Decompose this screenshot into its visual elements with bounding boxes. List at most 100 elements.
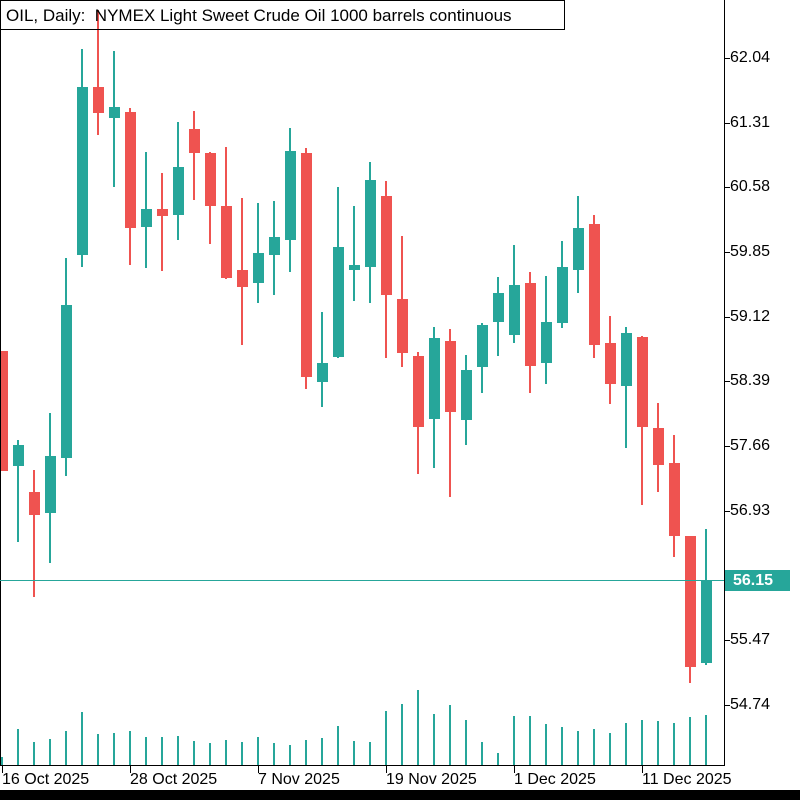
- price-tick: [724, 122, 730, 124]
- date-tick: [258, 766, 259, 773]
- date-tick: [642, 766, 643, 773]
- price-tick: [724, 316, 730, 318]
- candle-body: [477, 324, 488, 368]
- volume-bar: [641, 720, 643, 765]
- candle-body: [141, 208, 152, 228]
- volume-bar: [609, 733, 611, 765]
- volume-bar: [321, 738, 323, 765]
- volume-bar: [561, 727, 563, 765]
- volume-bar: [337, 726, 339, 765]
- candle-wick: [33, 470, 35, 597]
- volume-bar: [353, 741, 355, 765]
- price-tick-label: 58.39: [730, 372, 771, 390]
- volume-bar: [289, 745, 291, 765]
- candle-body: [701, 579, 712, 664]
- volume-bar: [689, 717, 691, 765]
- candle-body: [61, 305, 72, 458]
- candle-body: [365, 180, 376, 268]
- volume-bar: [385, 711, 387, 765]
- candle-body: [285, 151, 296, 240]
- candle-wick: [161, 173, 163, 271]
- candle-body: [381, 196, 392, 296]
- date-tick-label: 28 Oct 2025: [130, 771, 218, 788]
- volume-bar: [209, 743, 211, 765]
- price-tick: [724, 252, 730, 253]
- price-tick: [724, 381, 730, 383]
- candle-body: [29, 492, 40, 516]
- volume-bar: [673, 723, 675, 765]
- volume-bar: [177, 736, 179, 765]
- volume-bar: [705, 715, 707, 765]
- candle-body: [621, 332, 632, 386]
- candle-body: [573, 228, 584, 270]
- price-tick: [724, 187, 730, 189]
- candle-body: [509, 284, 520, 336]
- candle-body: [685, 535, 696, 667]
- candle-body: [301, 152, 312, 377]
- current-price-line: [0, 580, 724, 581]
- candle-body: [525, 283, 536, 367]
- price-axis-line: [724, 0, 725, 766]
- candle-wick: [97, 10, 99, 136]
- volume-bar: [257, 737, 259, 765]
- volume-bar: [513, 716, 515, 765]
- candle-wick: [321, 312, 323, 408]
- chart-title-box: OIL, Daily: NYMEX Light Sweet Crude Oil …: [0, 0, 565, 30]
- volume-bar: [241, 742, 243, 765]
- candle-body: [189, 128, 200, 153]
- price-tick-label: 59.85: [730, 243, 771, 260]
- candle-wick: [113, 50, 115, 188]
- volume-bar: [529, 716, 531, 765]
- price-tick-label: 60.58: [730, 178, 771, 196]
- candle-body: [653, 428, 664, 465]
- candle-body: [173, 167, 184, 215]
- candle-wick: [353, 206, 355, 301]
- date-tick: [386, 766, 387, 773]
- volume-bar: [465, 720, 467, 765]
- volume-bar: [657, 721, 659, 765]
- candle-wick: [17, 439, 19, 542]
- price-tick-label: 55.47: [730, 631, 771, 649]
- price-tick-label: 54.74: [730, 695, 771, 713]
- candle-body: [605, 343, 616, 385]
- candle-wick: [625, 327, 627, 448]
- time-axis-line: [0, 765, 725, 766]
- volume-bar: [417, 690, 419, 765]
- volume-bar: [433, 714, 435, 765]
- candle-body: [205, 152, 216, 206]
- price-tick: [724, 58, 730, 59]
- volume-bar: [481, 742, 483, 765]
- candle-body: [397, 299, 408, 353]
- volume-bar: [49, 739, 51, 765]
- volume-bar: [577, 731, 579, 765]
- bottom-bar: [0, 790, 800, 800]
- candle-wick: [449, 329, 451, 498]
- candle-body: [333, 246, 344, 357]
- volume-bar: [545, 724, 547, 765]
- candle-body: [669, 462, 680, 537]
- candle-body: [13, 445, 24, 466]
- chart-left-border: [0, 0, 1, 766]
- volume-bar: [97, 734, 99, 765]
- candle-body: [461, 369, 472, 421]
- candle-body: [0, 351, 8, 471]
- candle-body: [429, 338, 440, 419]
- date-tick: [130, 766, 131, 773]
- price-tick: [724, 510, 730, 512]
- candle-body: [541, 322, 552, 363]
- price-tick-label: 57.66: [730, 437, 771, 455]
- candle-body: [269, 237, 280, 255]
- volume-bar: [193, 741, 195, 765]
- volume-bar: [497, 753, 499, 765]
- candle-body: [253, 252, 264, 283]
- price-tick: [724, 446, 730, 448]
- candle-body: [317, 362, 328, 383]
- volume-bar: [17, 729, 19, 765]
- price-tick: [724, 640, 730, 642]
- volume-bar: [145, 737, 147, 765]
- volume-bar: [273, 743, 275, 765]
- current-price-label: 56.15: [733, 572, 774, 589]
- chart-title: OIL, Daily: NYMEX Light Sweet Crude Oil …: [6, 6, 512, 25]
- candle-body: [157, 208, 168, 216]
